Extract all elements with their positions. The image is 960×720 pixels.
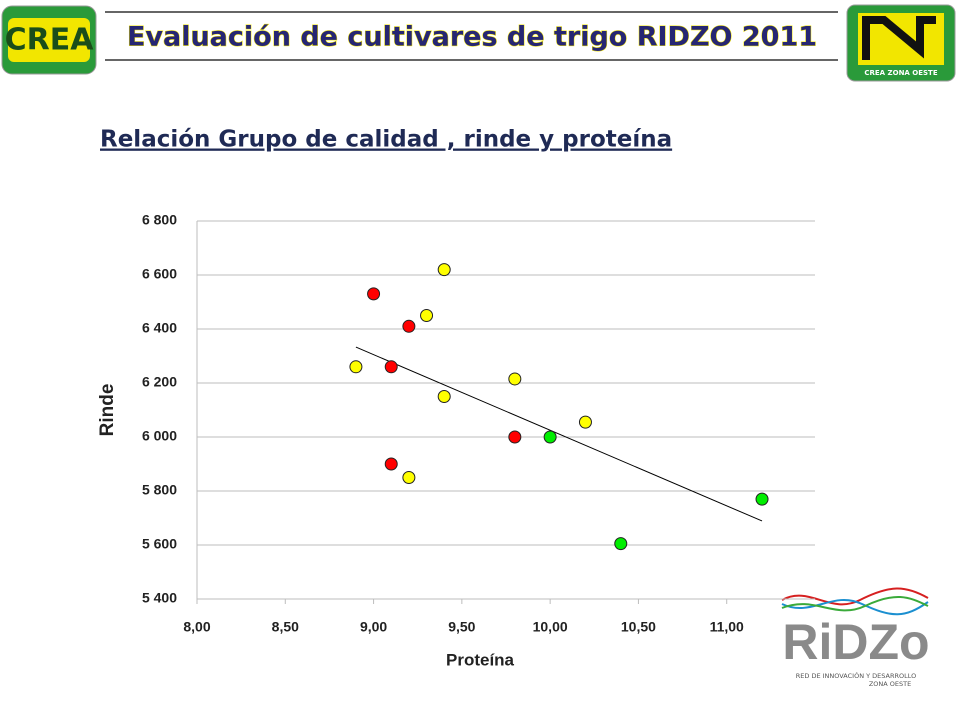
chart-title: Relación Grupo de calidad , rinde y prot… [100, 127, 672, 153]
slide-title: Evaluación de cultivares de trigo RIDZO … [127, 22, 817, 53]
x-tick-label: 10,00 [533, 619, 568, 635]
x-tick-label: 8,50 [272, 619, 299, 635]
right-logo-text: CREA ZONA OESTE [864, 69, 937, 77]
point [437, 390, 451, 403]
right-logo-mark [862, 16, 936, 60]
footer-logo-name: RiDZo [782, 614, 929, 670]
y-tick-label: 5 600 [142, 536, 177, 552]
point [384, 360, 398, 374]
y-tick-label: 5 400 [142, 590, 177, 606]
x-tick-label: 10,50 [621, 619, 656, 635]
x-tick-label: 8,00 [183, 619, 210, 635]
point [384, 457, 398, 471]
point [543, 430, 557, 444]
point [578, 415, 592, 429]
x-tick-label: 9,00 [360, 619, 387, 635]
y-tick-label: 6 400 [142, 320, 177, 336]
footer-logo-line1: RED DE INNOVACIÓN Y DESARROLLO [796, 671, 917, 680]
point [402, 471, 416, 484]
footer-logo-line2: ZONA OESTE [869, 680, 911, 688]
logo-wave [781, 599, 929, 616]
point [402, 319, 416, 333]
x-tick-label: 9,50 [448, 619, 475, 635]
y-tick-label: 6 200 [142, 374, 177, 390]
y-tick-label: 6 600 [142, 266, 177, 282]
logo-wave [781, 595, 929, 612]
trendline [355, 346, 763, 522]
point [614, 537, 628, 551]
point [420, 309, 434, 322]
point [437, 263, 451, 277]
y-tick-label: 6 800 [142, 212, 177, 228]
y-axis-label: Rinde [97, 384, 118, 437]
point [349, 360, 363, 374]
logo-wave [781, 587, 929, 606]
point [508, 372, 522, 386]
left-logo-inner [8, 18, 90, 62]
x-tick-label: 11,00 [710, 619, 744, 635]
left-logo-text: CREA [5, 23, 95, 58]
x-axis-label: Proteína [446, 650, 515, 669]
y-tick-label: 6 000 [142, 428, 177, 444]
point [367, 287, 381, 301]
point [755, 492, 769, 506]
y-tick-label: 5 800 [142, 482, 177, 498]
point [508, 430, 522, 444]
